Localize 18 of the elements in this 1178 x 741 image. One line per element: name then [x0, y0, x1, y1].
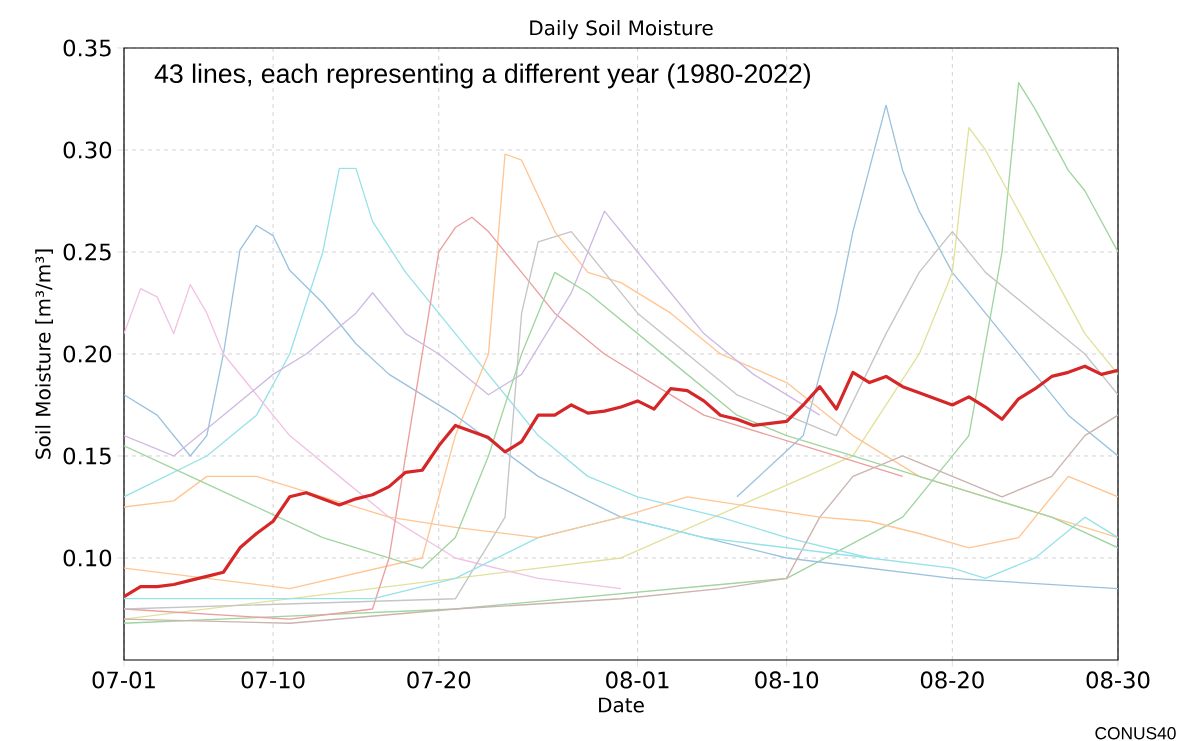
- x-tick-label: 08-01: [606, 671, 669, 689]
- x-tick-label: 08-20: [920, 671, 984, 689]
- y-tick-label: 0.35: [63, 39, 111, 57]
- x-tick-label: 08-30: [1086, 671, 1150, 689]
- annotation: 43 lines, each representing a different year (1980-2022): [154, 63, 811, 89]
- y-tick-label: 0.20: [63, 345, 112, 363]
- x-tick-label: 07-20: [407, 671, 471, 689]
- x-axis-title: Date: [599, 697, 644, 713]
- text: CONUS40: [1095, 727, 1176, 740]
- y-tick-label: 0.10: [63, 549, 112, 567]
- chart-title: Daily Soil Moisture: [530, 19, 713, 40]
- y-axis-title: Soil Moisture [m³/m³]: [35, 249, 53, 459]
- y-tick-label: 0.30: [63, 141, 112, 159]
- x-tick-label: 07-01: [92, 671, 155, 689]
- y-tick-label: 0.25: [63, 243, 111, 261]
- x-tick-label: 08-10: [755, 671, 819, 689]
- y-tick-label: 0.15: [63, 447, 111, 465]
- x-tick-label: 07-10: [241, 671, 305, 689]
